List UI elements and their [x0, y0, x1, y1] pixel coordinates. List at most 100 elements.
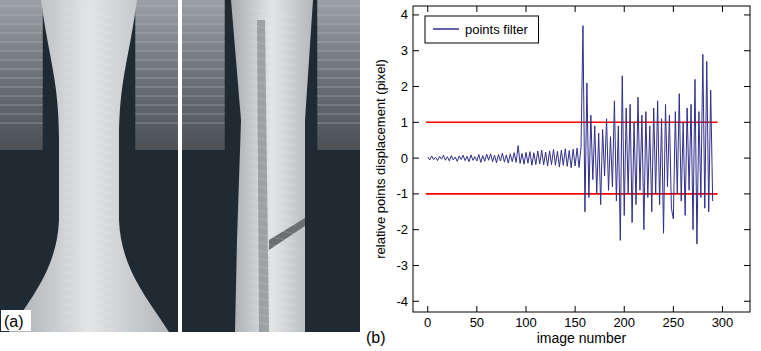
- clamp-stripe: [0, 114, 43, 115]
- y-tick: [413, 86, 419, 87]
- x-tick: [476, 6, 477, 12]
- clamp-stripe: [317, 33, 360, 34]
- texture: [63, 192, 115, 202]
- texture: [245, 120, 297, 130]
- texture: [245, 152, 297, 162]
- x-tick: [575, 306, 576, 312]
- x-tick-label: 300: [712, 315, 734, 330]
- texture: [63, 288, 115, 298]
- data-line: [428, 26, 713, 244]
- y-tick: [744, 301, 750, 302]
- clamp-stripe: [317, 60, 360, 61]
- texture: [63, 200, 115, 210]
- clamp-stripe: [0, 78, 43, 79]
- texture: [245, 200, 297, 210]
- texture: [63, 8, 115, 18]
- texture: [245, 224, 297, 234]
- y-tick: [413, 265, 419, 266]
- x-tick: [673, 6, 674, 12]
- texture: [63, 160, 115, 170]
- texture: [245, 56, 297, 66]
- clamp-stripe: [317, 6, 360, 7]
- x-tick: [575, 6, 576, 12]
- y-tick-label: 2: [401, 79, 408, 94]
- photo-after: [182, 0, 360, 332]
- legend-label: points filter: [465, 22, 529, 37]
- clamp-stripe: [0, 42, 43, 43]
- clamp-stripe: [135, 123, 178, 124]
- clamp-stripe: [182, 24, 225, 25]
- clamp-stripe: [135, 96, 178, 97]
- x-tick-label: 100: [515, 315, 537, 330]
- texture: [63, 312, 115, 322]
- texture: [245, 184, 297, 194]
- clamp-stripe: [182, 15, 225, 16]
- texture: [63, 24, 115, 34]
- texture: [63, 48, 115, 58]
- clamp-stripe: [182, 51, 225, 52]
- panel-label: (b): [366, 329, 386, 346]
- clamp-stripe: [182, 69, 225, 70]
- specimen: [9, 0, 169, 332]
- clamp-stripe: [0, 87, 43, 88]
- texture: [63, 152, 115, 162]
- texture: [63, 64, 115, 74]
- specimen: [231, 0, 313, 332]
- clamp-stripe: [135, 78, 178, 79]
- texture: [63, 280, 115, 290]
- panel-label-ground: [1, 310, 31, 331]
- texture: [63, 184, 115, 194]
- threshold-line: [426, 122, 718, 124]
- clamp-stripe: [0, 123, 43, 124]
- clamp-stripe: [182, 87, 225, 88]
- clamp-stripe: [135, 51, 178, 52]
- clamp-stripe: [317, 51, 360, 52]
- x-tick: [525, 306, 526, 312]
- texture: [63, 304, 115, 314]
- clamp: [135, 0, 178, 150]
- texture: [63, 248, 115, 258]
- texture: [63, 136, 115, 146]
- clamp-stripe: [317, 114, 360, 115]
- y-tick: [413, 122, 419, 123]
- texture: [63, 40, 115, 50]
- x-tick: [427, 6, 428, 12]
- clamp-stripe: [135, 15, 178, 16]
- clamp-stripe: [182, 96, 225, 97]
- photo-background: [0, 0, 178, 332]
- texture: [63, 256, 115, 266]
- texture: [63, 232, 115, 242]
- x-tick: [722, 6, 723, 12]
- clamp-stripe: [317, 78, 360, 79]
- texture: [245, 248, 297, 258]
- texture: [63, 208, 115, 218]
- texture: [245, 192, 297, 202]
- figure: (a)(b)050100150200250300-4-3-2-101234ima…: [0, 0, 761, 351]
- clamp-stripe: [0, 69, 43, 70]
- clamp-stripe: [135, 105, 178, 106]
- x-tick: [673, 306, 674, 312]
- clamp-stripe: [135, 87, 178, 88]
- texture: [63, 72, 115, 82]
- y-tick-label: -2: [396, 222, 408, 237]
- texture: [245, 160, 297, 170]
- clamp-stripe: [135, 42, 178, 43]
- texture: [245, 64, 297, 74]
- texture: [245, 280, 297, 290]
- clamp-stripe: [0, 60, 43, 61]
- texture: [245, 16, 297, 26]
- photo-background: [182, 0, 360, 332]
- y-tick: [413, 158, 419, 159]
- texture: [63, 224, 115, 234]
- x-tick-label: 150: [564, 315, 586, 330]
- texture: [245, 208, 297, 218]
- texture: [245, 272, 297, 282]
- y-tick: [744, 14, 750, 15]
- y-tick-label: -3: [396, 258, 408, 273]
- texture: [63, 16, 115, 26]
- clamp-stripe: [317, 42, 360, 43]
- texture: [245, 72, 297, 82]
- clamp-stripe: [182, 123, 225, 124]
- texture: [63, 264, 115, 274]
- texture: [245, 80, 297, 90]
